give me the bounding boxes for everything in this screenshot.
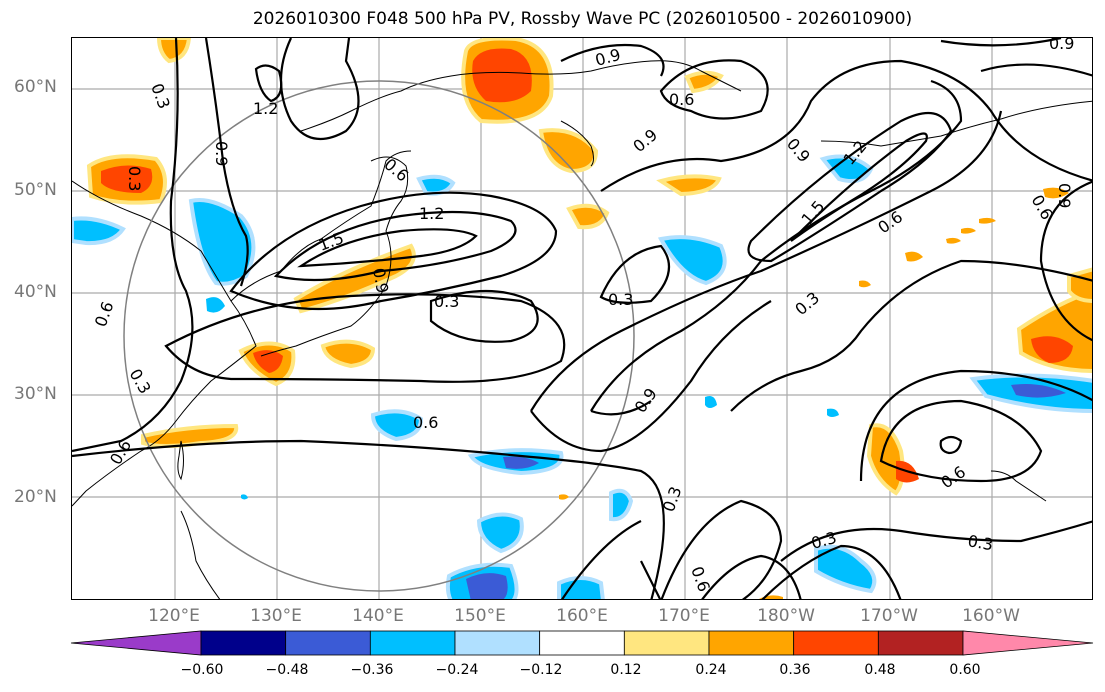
lon-tick-label: 150°E bbox=[454, 606, 506, 626]
colorbar-segment bbox=[623, 630, 710, 656]
contour-label: 0.3 bbox=[659, 484, 686, 514]
graticule bbox=[72, 38, 1092, 599]
colorbar-tick-label: 0.36 bbox=[779, 662, 811, 678]
contour-label: 0.3 bbox=[966, 531, 994, 554]
colorbar-tick-label: 0.12 bbox=[610, 662, 642, 678]
contour-label: 0.9 bbox=[212, 141, 231, 166]
contour-label: 0.6 bbox=[106, 436, 135, 468]
contour-label: 0.9 bbox=[369, 266, 392, 294]
contour-label: 0.6 bbox=[91, 299, 118, 329]
map-plot-area: 0.3 1.2 0.9 0.3 0.6 1.2 1.5 0.9 0.6 0.3 … bbox=[71, 37, 1093, 600]
colorbar-segment bbox=[200, 630, 287, 656]
lat-tick-label: 60°N bbox=[14, 77, 57, 97]
contour-label: 0.6 bbox=[874, 207, 906, 237]
lon-tick-label: 120°E bbox=[148, 606, 200, 626]
lon-tick-label: 160°E bbox=[556, 606, 608, 626]
contour-label: 1.2 bbox=[253, 99, 278, 118]
contour-label: 0.3 bbox=[434, 292, 459, 311]
contour-label: 0.9 bbox=[1055, 183, 1074, 208]
contour-label: 1.5 bbox=[798, 197, 829, 229]
colorbar-tick-label: 0.48 bbox=[864, 662, 896, 678]
lon-tick-label: 160°W bbox=[962, 606, 1020, 626]
colorbar bbox=[70, 630, 1094, 656]
contour-label: 0.6 bbox=[669, 90, 694, 109]
colorbar-tick-label: 0.24 bbox=[695, 662, 727, 678]
map-title: 2026010300 F048 500 hPa PV, Rossby Wave … bbox=[252, 9, 913, 29]
contour-label: 0.3 bbox=[125, 166, 144, 191]
contour-label: 1.2 bbox=[419, 204, 444, 223]
lon-tick-label: 170°E bbox=[658, 606, 710, 626]
colorbar-tick-label: −0.12 bbox=[519, 662, 563, 678]
colorbar-tick-label: −0.48 bbox=[265, 662, 309, 678]
contour-label: 0.9 bbox=[1049, 38, 1074, 53]
contour-label: 0.6 bbox=[937, 462, 969, 492]
colorbar-segment bbox=[877, 630, 964, 656]
lon-tick-label: 140°E bbox=[352, 606, 404, 626]
colorbar-segment bbox=[285, 630, 371, 656]
lat-tick-label: 30°N bbox=[14, 384, 57, 404]
lon-tick-label: 170°W bbox=[860, 606, 918, 626]
colorbar-tick-label: −0.24 bbox=[435, 662, 479, 678]
lat-tick-label: 40°N bbox=[14, 282, 57, 302]
lon-tick-label: 180°W bbox=[757, 606, 815, 626]
contour-label: 0.3 bbox=[608, 290, 633, 309]
negative-anomaly-shading bbox=[72, 154, 1092, 599]
map-canvas: 0.3 1.2 0.9 0.3 0.6 1.2 1.5 0.9 0.6 0.3 … bbox=[72, 38, 1092, 599]
positive-anomaly-shading bbox=[86, 38, 1092, 599]
colorbar-segment bbox=[369, 630, 456, 656]
lon-tick-label: 130°E bbox=[250, 606, 302, 626]
lat-tick-label: 20°N bbox=[14, 487, 57, 507]
colorbar-segment bbox=[539, 630, 625, 656]
contour-label: 0.9 bbox=[631, 385, 661, 417]
colorbar-extend-low bbox=[70, 630, 202, 656]
colorbar-tick-label: −0.36 bbox=[350, 662, 394, 678]
contour-label: 0.9 bbox=[629, 125, 661, 156]
colorbar-tick-label: 0.60 bbox=[949, 662, 981, 678]
pv-contours bbox=[72, 38, 1092, 599]
colorbar-tick-label: −0.60 bbox=[180, 662, 224, 678]
contour-label: 0.6 bbox=[413, 413, 438, 432]
colorbar-extend-high bbox=[962, 630, 1094, 656]
colorbar-segment bbox=[793, 630, 879, 656]
contour-label: 0.3 bbox=[147, 81, 174, 111]
lat-tick-label: 50°N bbox=[14, 180, 57, 200]
colorbar-segment bbox=[454, 630, 541, 656]
forecast-region-circle bbox=[123, 80, 635, 592]
colorbar-segment bbox=[708, 630, 795, 656]
